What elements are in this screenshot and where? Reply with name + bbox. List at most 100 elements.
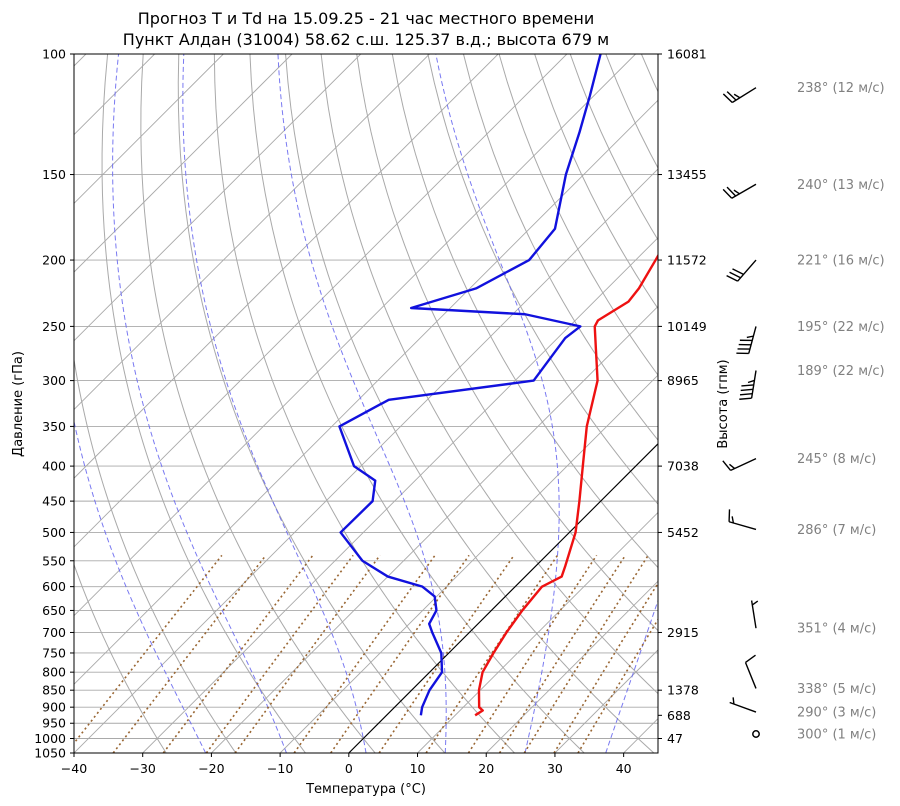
barb-feather: [726, 186, 737, 197]
barb-feather: [722, 188, 733, 199]
height-tick-label: 7038: [667, 459, 699, 474]
temperature-profile-line: [474, 253, 658, 717]
barb-staff: [731, 87, 757, 104]
barb-feather: [722, 460, 732, 471]
height-axis-ticks: 16081 13455 11572 10149 8965 7038 5452 2915 1378…: [658, 47, 707, 746]
isotherm-line: [74, 168, 658, 753]
height-tick-label: 16081: [667, 47, 707, 62]
dry-adiabat-line: [819, 54, 900, 753]
pressure-tick-label: 800: [42, 665, 66, 680]
mixing-ratio-line: [523, 554, 649, 753]
mixing-ratio-line: [112, 554, 267, 753]
wind-barb: [750, 600, 759, 629]
x-tick-label: 10: [410, 761, 426, 776]
wind-label: 238° (12 м/с): [797, 81, 885, 96]
dry-adiabat-line: [748, 54, 900, 753]
pressure-tick-label: 900: [42, 700, 66, 715]
isotherm-line: [74, 54, 499, 479]
x-axis-ticks: −40 −30 −20 −10 0 10 20 30 40: [61, 753, 632, 776]
barb-staff: [728, 521, 757, 531]
dry-adiabat-line: [462, 54, 658, 441]
pressure-tick-label: 500: [42, 525, 66, 540]
mixing-ratio-line: [74, 554, 223, 745]
pressure-tick-label: 250: [42, 319, 66, 334]
zero-isotherm-line: [348, 443, 658, 753]
dewpoint-profile-line: [338, 54, 602, 716]
wind-label: 300° (1 м/с): [797, 728, 876, 743]
barb-staff: [737, 259, 757, 282]
height-tick-label: 47: [667, 731, 683, 746]
x-tick-label: 0: [345, 761, 353, 776]
pressure-tick-label: 750: [42, 645, 66, 660]
barb-feather: [726, 91, 737, 101]
height-tick-label: 10149: [667, 319, 707, 334]
x-tick-label: 40: [616, 761, 632, 776]
wind-label: 221° (16 м/с): [797, 254, 885, 269]
chart-title-line1: Прогноз T и Td на 15.09.25 - 21 час мест…: [138, 9, 594, 28]
dry-adiabat-line: [320, 54, 658, 695]
moist-adiabats: [74, 54, 658, 753]
wind-label: 338° (5 м/с): [797, 682, 876, 697]
wind-label: 351° (4 м/с): [797, 622, 876, 637]
barb-staff: [731, 183, 757, 199]
dry-adiabat-line: [177, 54, 446, 753]
dry-adiabat-line: [713, 54, 900, 753]
barb-feather: [733, 189, 740, 195]
pressure-axis-ticks: 100 150 200 250 300 350 400 450 500 550 600 650 700 7…: [34, 47, 74, 761]
isotherm-line: [485, 580, 658, 753]
mixing-ratio-lines: [74, 554, 658, 753]
barb-feather: [731, 516, 735, 524]
isotherm-line: [74, 99, 658, 685]
dry-adiabat-line: [356, 54, 658, 632]
chart-title-line2: Пункт Алдан (31004) 58.62 с.ш. 125.37 в.…: [123, 30, 609, 49]
wind-label: 189° (22 м/с): [797, 364, 885, 379]
barb-feather: [722, 93, 733, 104]
wind-barb: [728, 509, 757, 531]
wind-label: 286° (7 м/с): [797, 523, 876, 538]
moist-adiabat-line: [435, 54, 560, 753]
pressure-tick-label: 700: [42, 625, 66, 640]
barb-feather: [732, 268, 744, 276]
wind-barb: [752, 730, 760, 738]
pressure-tick-label: 600: [42, 579, 66, 594]
x-tick-label: −10: [267, 761, 293, 776]
height-tick-label: 13455: [667, 167, 707, 182]
wind-barb: [739, 370, 757, 400]
barb-feather: [745, 654, 756, 664]
height-tick-label: 5452: [667, 525, 699, 540]
isotherm-line: [74, 54, 362, 342]
wind-label: 290° (3 м/с): [797, 706, 876, 721]
mixing-ratio-line: [293, 554, 436, 753]
dry-adiabat-line: [74, 563, 167, 753]
isotherm-line: [74, 54, 636, 617]
pressure-tick-label: 100: [42, 47, 66, 62]
zero-isotherm: [348, 443, 658, 753]
dry-adiabat-line: [640, 54, 658, 93]
isotherm-line: [74, 54, 430, 411]
dry-adiabat-line: [391, 54, 658, 569]
pressure-tick-label: 450: [42, 494, 66, 509]
isotherm-line: [623, 718, 658, 753]
dry-adiabat-line: [140, 54, 376, 753]
barb-staff: [750, 370, 757, 399]
barb-feather: [732, 697, 735, 705]
barb-staff: [730, 457, 757, 472]
wind-barb: [744, 654, 757, 689]
mixing-ratio-line: [205, 554, 354, 753]
pressure-tick-label: 400: [42, 459, 66, 474]
pressure-tick-label: 200: [42, 253, 66, 268]
x-axis-label: Температура (°C): [305, 782, 426, 797]
wind-barb: [729, 697, 757, 713]
pressure-tick-label: 550: [42, 553, 66, 568]
barb-feather: [741, 384, 754, 387]
isotherm-line: [211, 305, 658, 753]
isotherm-line: [417, 511, 658, 753]
barb-feather: [746, 335, 754, 339]
wind-barb: [722, 457, 757, 472]
mixing-ratio-line: [553, 581, 658, 753]
barb-feather: [747, 379, 755, 384]
moist-adiabat-line: [182, 54, 367, 753]
wind-label: 195° (22 м/с): [797, 320, 885, 335]
dry-adiabat-line: [855, 54, 900, 753]
